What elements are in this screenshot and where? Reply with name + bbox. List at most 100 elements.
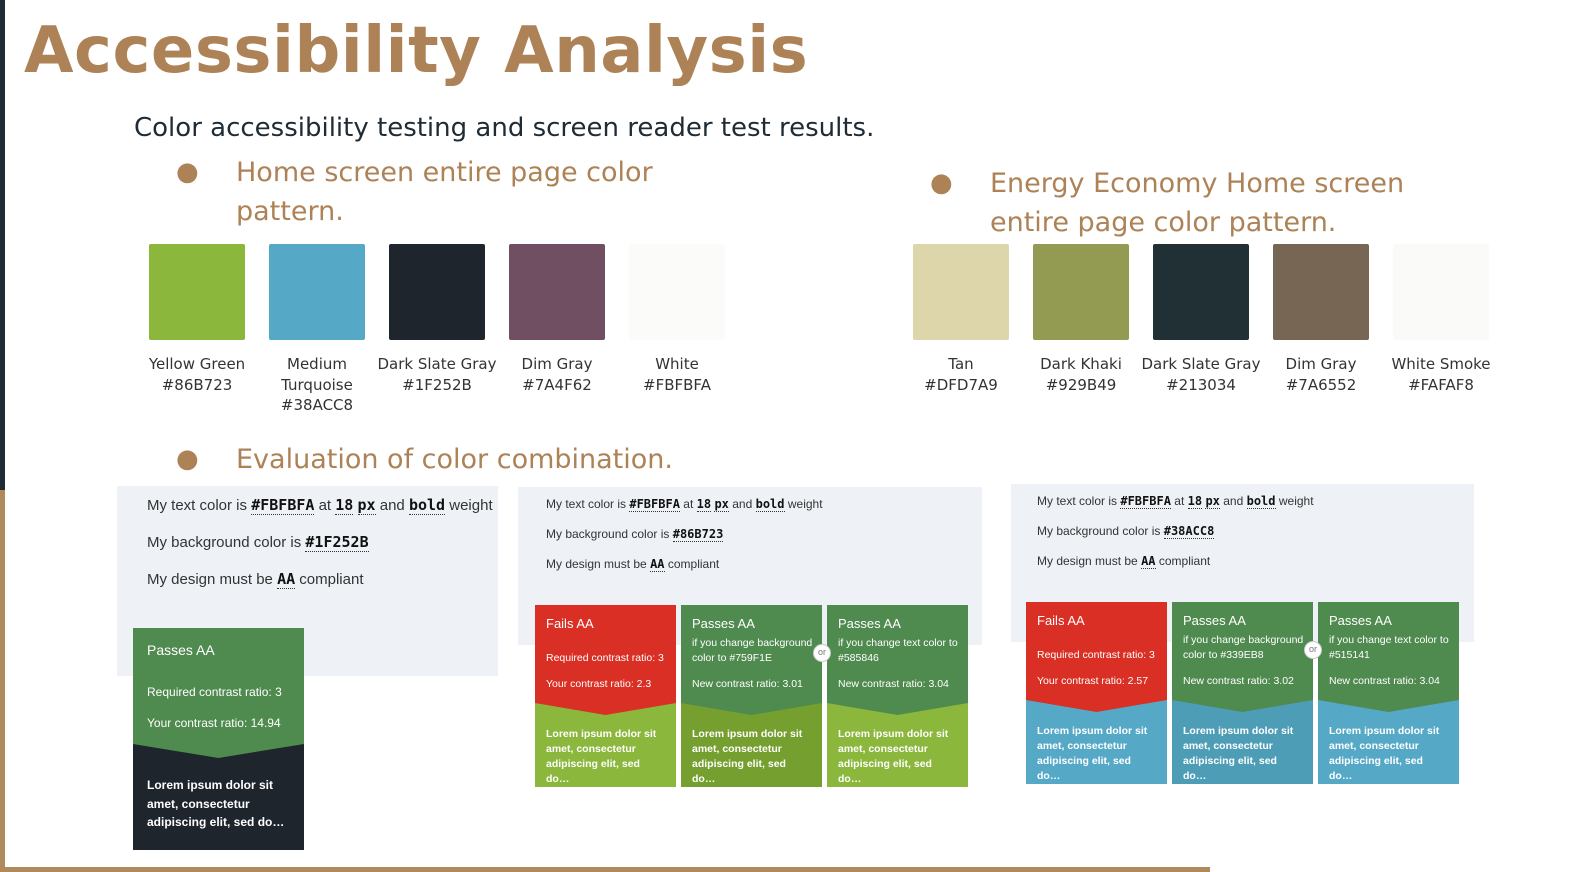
- color-chip: [1033, 244, 1129, 340]
- eval3-result-card: Passes AA if you change background color …: [1172, 602, 1313, 784]
- card-header: [1172, 602, 1313, 712]
- card-header: [1026, 602, 1167, 712]
- swatch-hex: #FBFBFA: [643, 375, 711, 394]
- swatch-hex: #FAFAF8: [1408, 375, 1474, 394]
- swatch-hex: #86B723: [161, 375, 233, 394]
- page-title: Accessibility Analysis: [24, 14, 809, 88]
- left-accent-bar-dark: [0, 0, 5, 490]
- swatch-label: Yellow Green #86B723: [137, 354, 257, 395]
- card-header: [535, 605, 676, 715]
- swatch-name: White: [655, 355, 699, 373]
- bullet-home-text: Home screen entire page color pattern.: [236, 157, 653, 227]
- bullet-dot-icon: ●: [176, 157, 199, 187]
- card-lorem: Lorem ipsum dolor sit amet, consectetur …: [1329, 725, 1440, 782]
- card-header: [827, 605, 968, 715]
- card-line-1: if you change text color to #515141: [1329, 634, 1449, 661]
- bullet-dot-icon: ●: [176, 444, 199, 474]
- eval2-result-card: Passes AA if you change background color …: [681, 605, 822, 787]
- swatch-label: White Smoke #FAFAF8: [1381, 354, 1501, 395]
- bullet-evaluation-text: Evaluation of color combination.: [236, 444, 673, 475]
- card-title: Passes AA: [838, 616, 901, 631]
- swatch-hex: #7A4F62: [522, 375, 592, 394]
- color-chip: [1393, 244, 1489, 340]
- color-swatch: Yellow Green #86B723: [137, 244, 257, 416]
- bullet-energy-text: Energy Economy Home screen entire page c…: [990, 168, 1405, 238]
- eval1-text-line: My text color is #FBFBFA at 18 px and bo…: [147, 496, 493, 515]
- card-title: Fails AA: [546, 616, 594, 631]
- swatch-name: Dim Gray: [521, 355, 593, 373]
- eval1-card-required: Required contrast ratio: 3: [147, 685, 282, 699]
- eval1-card-lorem: Lorem ipsum dolor sit amet, consectetur …: [147, 778, 285, 829]
- color-chip: [1273, 244, 1369, 340]
- card-line-1: Required contrast ratio: 3: [1037, 649, 1155, 661]
- color-swatch: White Smoke #FAFAF8: [1381, 244, 1501, 395]
- card-line-2: Your contrast ratio: 2.3: [546, 678, 652, 690]
- eval2-text-line: My text color is #FBFBFA at 18 px and bo…: [546, 497, 823, 512]
- or-badge: or: [1304, 641, 1322, 659]
- eval2-bg-line: My background color is #86B723: [546, 527, 724, 542]
- eval1-result-card: Passes AA Required contrast ratio: 3 You…: [133, 628, 304, 850]
- color-swatch: Dark Slate Gray #1F252B: [377, 244, 497, 416]
- eval1-card-header: [133, 628, 304, 758]
- card-line-2: New contrast ratio: 3.04: [1329, 675, 1440, 687]
- swatch-hex: #38ACC8: [280, 396, 354, 414]
- bullet-home: ● Home screen entire page color pattern.: [176, 153, 696, 231]
- eval2-result-card: Fails AA Required contrast ratio: 3 Your c…: [535, 605, 676, 787]
- eval3-result-card: Passes AA if you change text color to #51…: [1318, 602, 1459, 784]
- card-header: [1318, 602, 1459, 712]
- color-swatch: White #FBFBFA: [617, 244, 737, 416]
- swatch-hex: #DFD7A9: [924, 375, 998, 394]
- swatch-name: Medium Turquoise: [281, 355, 353, 394]
- swatch-name: Dark Khaki: [1040, 355, 1122, 373]
- card-line-1: if you change background color to #759F1…: [692, 637, 813, 664]
- color-swatch: Medium Turquoise #38ACC8: [257, 244, 377, 416]
- bullet-energy: ● Energy Economy Home screen entire page…: [930, 164, 1420, 242]
- card-title: Fails AA: [1037, 613, 1085, 628]
- card-lorem: Lorem ipsum dolor sit amet, consectetur …: [1183, 725, 1294, 782]
- card-title: Passes AA: [1329, 613, 1392, 628]
- energy-palette: Tan #DFD7A9 Dark Khaki #929B49 Dark Slate Gr…: [901, 244, 1501, 395]
- swatch-label: Dark Khaki #929B49: [1021, 354, 1141, 395]
- swatch-name: White Smoke: [1391, 355, 1491, 373]
- swatch-label: Dark Slate Gray #1F252B: [377, 354, 497, 395]
- color-swatch: Dark Khaki #929B49: [1021, 244, 1141, 395]
- left-accent-bar-gold: [0, 490, 5, 872]
- card-line-2: New contrast ratio: 3.04: [838, 678, 949, 690]
- card-line-1: Required contrast ratio: 3: [546, 652, 664, 664]
- eval1-bg-line: My background color is #1F252B: [147, 533, 369, 552]
- swatch-name: Dark Slate Gray: [1141, 355, 1261, 373]
- eval2-result-card: Passes AA if you change text color to #58…: [827, 605, 968, 787]
- page-subtitle: Color accessibility testing and screen r…: [134, 113, 875, 143]
- bullet-evaluation: ● Evaluation of color combination.: [176, 440, 836, 479]
- card-lorem: Lorem ipsum dolor sit amet, consectetur …: [546, 728, 657, 785]
- card-line-1: if you change background color to #339EB…: [1183, 634, 1304, 661]
- swatch-name: Dark Slate Gray: [377, 355, 497, 373]
- swatch-name: Dim Gray: [1285, 355, 1357, 373]
- eval1-card-yours: Your contrast ratio: 14.94: [147, 716, 281, 730]
- swatch-name: Tan: [948, 355, 974, 373]
- color-swatch: Dim Gray #7A4F62: [497, 244, 617, 416]
- eval3-text-line: My text color is #FBFBFA at 18 px and bo…: [1037, 494, 1314, 509]
- swatch-label: Dim Gray #7A6552: [1261, 354, 1381, 395]
- card-line-1: if you change text color to #585846: [838, 637, 958, 664]
- color-swatch: Dark Slate Gray #213034: [1141, 244, 1261, 395]
- swatch-label: White #FBFBFA: [617, 354, 737, 395]
- swatch-label: Tan #DFD7A9: [901, 354, 1021, 395]
- eval2-design-line: My design must be AA compliant: [546, 557, 720, 572]
- bullet-dot-icon: ●: [930, 168, 953, 198]
- swatch-label: Medium Turquoise #38ACC8: [257, 354, 377, 416]
- or-badge: or: [813, 644, 831, 662]
- card-lorem: Lorem ipsum dolor sit amet, consectetur …: [838, 728, 949, 785]
- bottom-accent-rule: [0, 867, 1210, 872]
- card-title: Passes AA: [1183, 613, 1246, 628]
- swatch-name: Yellow Green: [148, 355, 246, 373]
- color-chip: [1153, 244, 1249, 340]
- eval1-design-line: My design must be AA compliant: [147, 570, 364, 589]
- color-chip: [389, 244, 485, 340]
- card-line-2: Your contrast ratio: 2.57: [1037, 675, 1149, 687]
- card-title: Passes AA: [692, 616, 755, 631]
- swatch-hex: #1F252B: [402, 375, 472, 394]
- swatch-hex: #213034: [1166, 375, 1236, 394]
- color-swatch: Dim Gray #7A6552: [1261, 244, 1381, 395]
- eval3-result-card: Fails AA Required contrast ratio: 3 Your c…: [1026, 602, 1167, 784]
